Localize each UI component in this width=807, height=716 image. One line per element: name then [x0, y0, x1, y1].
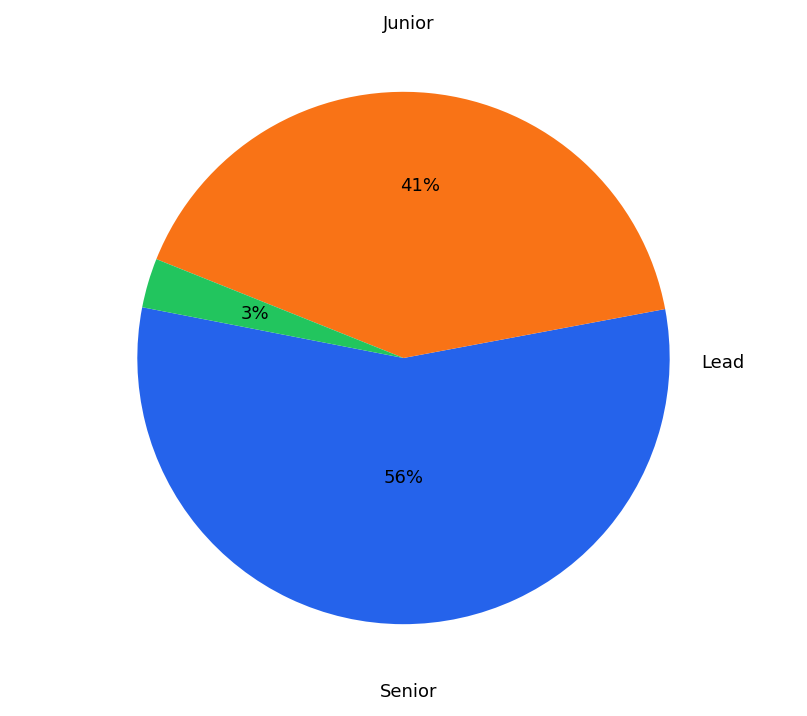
- Text: Lead: Lead: [701, 354, 745, 372]
- Text: 41%: 41%: [400, 177, 441, 195]
- Wedge shape: [157, 92, 665, 358]
- Text: Senior: Senior: [380, 683, 437, 701]
- Text: Junior: Junior: [383, 15, 435, 33]
- Text: 56%: 56%: [383, 469, 423, 487]
- Text: 3%: 3%: [241, 306, 270, 324]
- Wedge shape: [142, 259, 404, 358]
- Wedge shape: [137, 307, 670, 624]
